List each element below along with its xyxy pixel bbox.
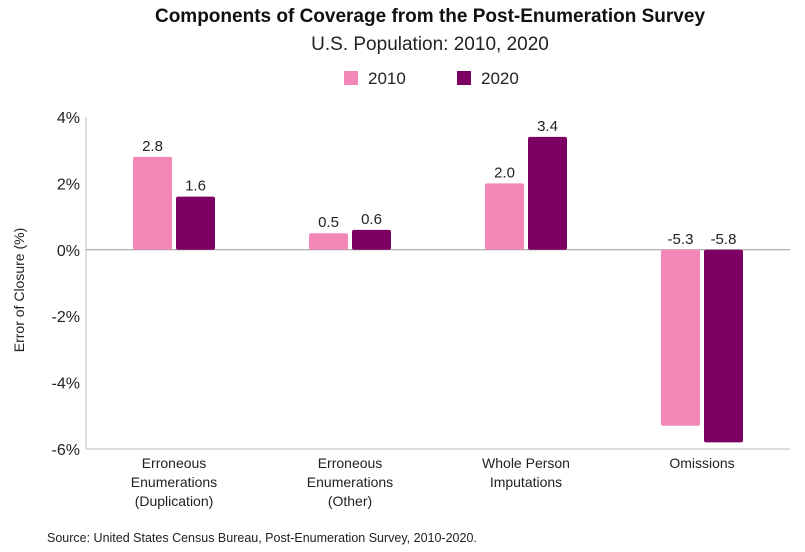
category-label: Imputations bbox=[490, 474, 562, 490]
data-label-2010: -5.3 bbox=[668, 231, 694, 248]
bar-2010 bbox=[309, 233, 348, 250]
data-label-2020: 0.6 bbox=[361, 211, 382, 228]
category-label: (Other) bbox=[328, 493, 372, 509]
legend-swatch-2010 bbox=[344, 71, 358, 85]
plot-area: 4% 2% 0% -2% -4% -6% 2.8 1.6 Erroneous Enumeratio… bbox=[52, 110, 790, 509]
y-tick-label: -6% bbox=[52, 442, 80, 459]
source-note: Source: United States Census Bureau, Pos… bbox=[47, 531, 477, 545]
y-axis-label: Error of Closure (%) bbox=[11, 228, 27, 352]
y-tick-label: -4% bbox=[52, 376, 80, 393]
legend: 2010 2020 bbox=[344, 69, 519, 88]
y-tick-label: 0% bbox=[57, 243, 80, 260]
data-label-2010: 2.0 bbox=[494, 164, 515, 181]
data-label-2020: -5.8 bbox=[711, 231, 737, 248]
legend-swatch-2020 bbox=[457, 71, 471, 85]
bar-2020 bbox=[528, 136, 567, 250]
category-label: Whole Person bbox=[482, 455, 570, 471]
chart-subtitle: U.S. Population: 2010, 2020 bbox=[311, 34, 549, 55]
chart-title: Components of Coverage from the Post-Enu… bbox=[155, 6, 705, 27]
bar-2010 bbox=[133, 156, 172, 250]
category-label: Erroneous bbox=[318, 455, 383, 471]
bar-2010 bbox=[661, 249, 700, 426]
category-label: Erroneous bbox=[142, 455, 207, 471]
bar-2020 bbox=[176, 196, 215, 250]
y-tick-label: -2% bbox=[52, 309, 80, 326]
category-label: Enumerations bbox=[307, 474, 393, 490]
category-label: (Duplication) bbox=[135, 493, 214, 509]
category-label: Omissions bbox=[669, 455, 734, 471]
data-label-2020: 1.6 bbox=[185, 178, 206, 195]
legend-label-2020: 2020 bbox=[481, 69, 519, 88]
category-label: Enumerations bbox=[131, 474, 217, 490]
bar-2020 bbox=[352, 229, 391, 250]
bar-2010 bbox=[485, 183, 524, 250]
data-label-2010: 2.8 bbox=[142, 138, 163, 155]
bar-2020 bbox=[704, 249, 743, 443]
data-label-2010: 0.5 bbox=[318, 214, 339, 231]
data-label-2020: 3.4 bbox=[537, 118, 558, 135]
y-tick-label: 2% bbox=[57, 176, 80, 193]
y-tick-label: 4% bbox=[57, 110, 80, 127]
legend-label-2010: 2010 bbox=[368, 69, 406, 88]
